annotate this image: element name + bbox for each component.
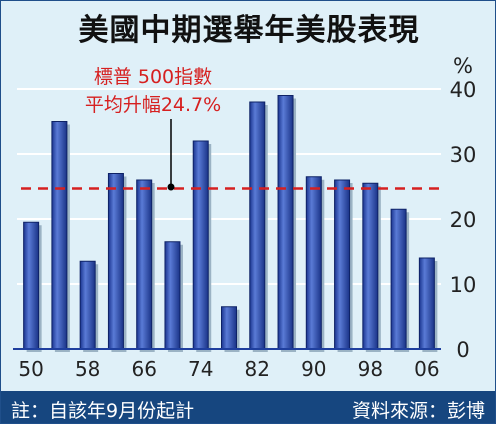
bar-1998 [362, 182, 379, 350]
x-tick-label: 82 [245, 357, 270, 381]
bar-1962 [107, 173, 124, 350]
bar-2002 [390, 208, 407, 350]
bar-1954 [51, 121, 68, 350]
footer-bar: 註：自該年9月份起計 資料來源：彭博 [1, 391, 495, 423]
bar-1994 [334, 179, 351, 350]
x-tick-label: 74 [188, 357, 213, 381]
annotation-line-2: 平均升幅24.7% [85, 94, 221, 116]
x-tick-label: 90 [301, 357, 326, 381]
bar-1986 [277, 95, 294, 350]
x-tick-label: 66 [131, 357, 156, 381]
bar-chart: % 0 10 20 30 40 50 58 66 74 82 90 98 06 標普 500指數 平均升… [13, 54, 477, 381]
bar-1990 [305, 176, 322, 350]
annotation-pointer-dot [167, 183, 175, 191]
footnote: 註：自該年9月份起計 [11, 400, 195, 422]
annotation-line-1: 標普 500指數 [94, 66, 212, 88]
x-tick-label: 58 [75, 357, 100, 381]
y-tick-label: 20 [450, 208, 477, 232]
bar-1982 [249, 101, 266, 350]
bar-1958 [79, 260, 96, 350]
x-tick-label: 50 [18, 357, 43, 381]
bar-1966 [136, 179, 153, 350]
x-tick-label: 98 [358, 357, 383, 381]
source-credit: 資料來源：彭博 [351, 400, 485, 422]
x-tick-label: 06 [414, 357, 439, 381]
bar-1978 [221, 306, 237, 350]
bar-2006 [418, 257, 435, 350]
bar-1970 [164, 241, 181, 350]
y-tick-label: 10 [450, 273, 477, 297]
bar-1974 [192, 140, 209, 350]
y-tick-label: 0 [456, 338, 469, 362]
bar-1950 [23, 221, 40, 350]
chart-title: 美國中期選舉年美股表現 [78, 13, 420, 48]
y-unit-label: % [453, 54, 473, 78]
y-tick-label: 40 [450, 78, 477, 102]
y-tick-label: 30 [450, 143, 477, 167]
